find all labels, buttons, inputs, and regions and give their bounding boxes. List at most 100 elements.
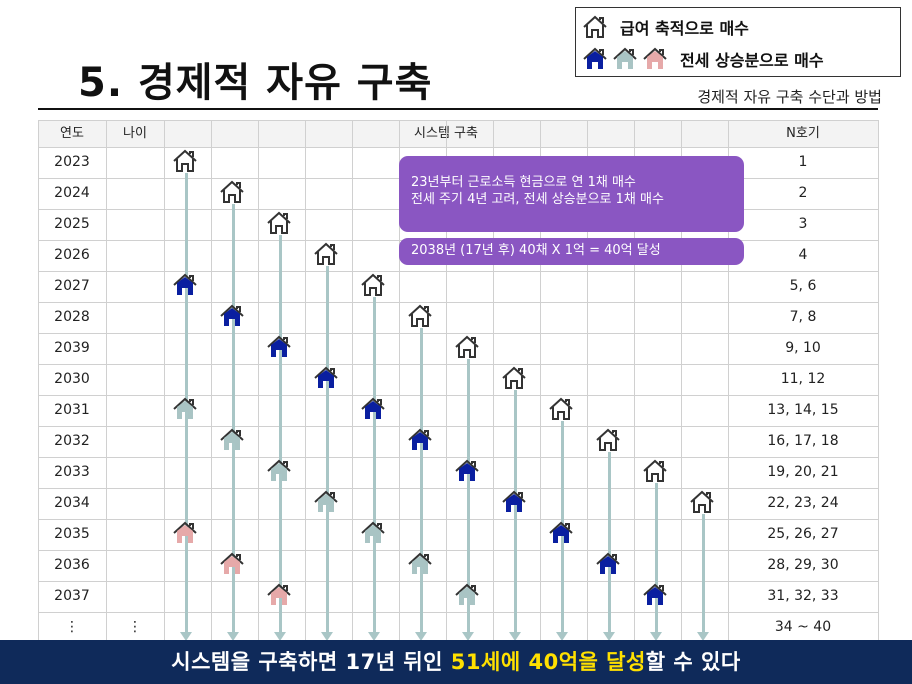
timeline-arrow	[608, 452, 611, 633]
year-cell: 2024	[54, 185, 90, 201]
house-gray-icon	[613, 47, 637, 69]
header-age: 나이	[123, 126, 147, 141]
n-cell: 1	[798, 154, 808, 170]
page-subtitle: 경제적 자유 구축 수단과 방법	[697, 88, 882, 106]
age-cell	[106, 333, 164, 364]
house-outline-icon	[313, 242, 339, 266]
year-cell: 2033	[54, 464, 90, 480]
year-cell: 2037	[54, 588, 90, 604]
grid-vline	[305, 120, 306, 640]
house-blue-icon	[548, 521, 574, 545]
banner-text-2: 할 수 있다	[645, 650, 741, 674]
arrow-head	[180, 632, 192, 641]
house-outline-icon	[407, 304, 433, 328]
note-line-1: 23년부터 근로소득 현금으로 연 1채 매수	[411, 175, 636, 190]
age-cell	[106, 147, 164, 178]
legend-jeonse-label: 전세 상승분으로 매수	[680, 51, 824, 70]
arrow-head	[697, 632, 709, 641]
n-cell: 28, 29, 30	[767, 557, 839, 573]
age-cell	[106, 240, 164, 271]
banner-text-1: 시스템을 구축하면 17년 뒤인	[171, 650, 451, 674]
grid-hline	[38, 147, 878, 148]
house-blue-icon	[172, 273, 198, 297]
grid-hline	[38, 426, 878, 427]
n-cell: 9, 10	[785, 340, 821, 356]
legend-row-salary: 급여 축적으로 매수	[582, 12, 749, 42]
house-blue-icon	[360, 397, 386, 421]
n-cell: 34 ~ 40	[774, 619, 832, 635]
grid-vline	[106, 120, 107, 640]
house-gray-icon	[360, 521, 386, 545]
house-pink-icon	[172, 521, 198, 545]
house-blue-icon	[313, 366, 339, 390]
grid-hline	[38, 271, 878, 272]
timeline-arrow	[232, 204, 235, 633]
arrow-head	[509, 632, 521, 641]
house-outline-icon	[501, 366, 527, 390]
age-cell	[106, 426, 164, 457]
arrow-head	[415, 632, 427, 641]
age-cell	[106, 488, 164, 519]
arrow-head	[650, 632, 662, 641]
arrow-head	[462, 632, 474, 641]
arrow-head	[368, 632, 380, 641]
arrow-head	[603, 632, 615, 641]
year-cell: 2035	[54, 526, 90, 542]
house-outline-icon	[642, 459, 668, 483]
grid-vline	[211, 120, 212, 640]
header-year: 연도	[60, 126, 84, 141]
house-pink-icon	[643, 47, 667, 69]
house-outline-icon	[360, 273, 386, 297]
house-outline-icon	[583, 15, 607, 38]
house-blue-icon	[407, 428, 433, 452]
house-pink-icon	[219, 552, 245, 576]
grid-hline	[38, 550, 878, 551]
age-cell	[106, 519, 164, 550]
house-blue-icon	[583, 47, 607, 69]
note-strategy: 23년부터 근로소득 현금으로 연 1채 매수 전세 주기 4년 고려, 전세 …	[399, 156, 744, 232]
n-cell: 31, 32, 33	[767, 588, 839, 604]
banner-highlight: 51세에 40억을 달성	[450, 650, 646, 674]
year-cell: 2031	[54, 402, 90, 418]
age-cell	[106, 395, 164, 426]
timeline-arrow	[373, 297, 376, 633]
legend: 급여 축적으로 매수 전세 상승분으로 매수	[575, 7, 901, 77]
age-cell	[106, 178, 164, 209]
arrow-head	[274, 632, 286, 641]
title-rule	[38, 108, 878, 110]
house-outline-icon	[454, 335, 480, 359]
age-cell	[106, 457, 164, 488]
legend-salary-label: 급여 축적으로 매수	[620, 19, 749, 38]
age-cell	[106, 209, 164, 240]
n-cell: 11, 12	[780, 371, 826, 387]
house-outline-icon	[219, 180, 245, 204]
grid-hline	[38, 395, 878, 396]
house-blue-icon	[454, 459, 480, 483]
n-cell: 19, 20, 21	[767, 464, 839, 480]
house-gray-icon	[454, 583, 480, 607]
grid-vline	[587, 120, 588, 640]
year-cell: 2030	[54, 371, 90, 387]
arrow-head	[227, 632, 239, 641]
n-cell: 4	[798, 247, 808, 263]
legend-row-jeonse: 전세 상승분으로 매수	[582, 44, 824, 74]
grid-hline	[38, 488, 878, 489]
house-outline-icon	[595, 428, 621, 452]
age-cell	[106, 302, 164, 333]
grid-hline	[38, 302, 878, 303]
n-cell: 22, 23, 24	[767, 495, 839, 511]
year-cell: 2032	[54, 433, 90, 449]
n-cell: 3	[798, 216, 808, 232]
timeline-arrow	[702, 514, 705, 633]
arrow-head	[321, 632, 333, 641]
house-blue-icon	[595, 552, 621, 576]
grid-hline	[38, 364, 878, 365]
year-cell: 2025	[54, 216, 90, 232]
grid-vline	[540, 120, 541, 640]
grid-vline	[399, 120, 400, 640]
house-blue-icon	[501, 490, 527, 514]
timeline-arrow	[279, 235, 282, 633]
age-cell: ⋮	[128, 619, 142, 635]
age-cell	[106, 364, 164, 395]
timeline-arrow	[326, 266, 329, 633]
